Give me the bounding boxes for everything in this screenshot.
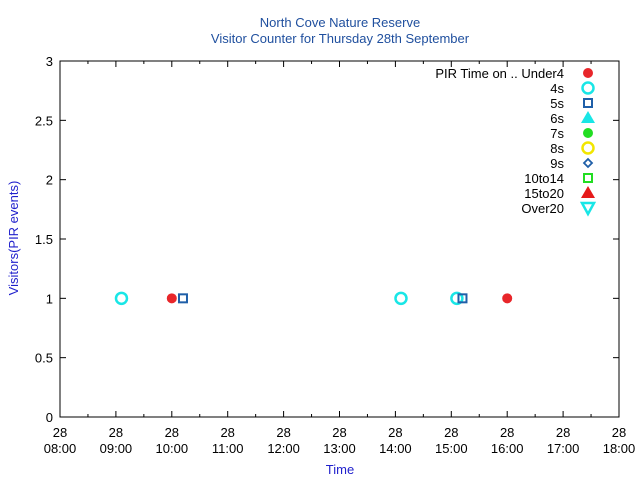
legend-marker-under4 bbox=[583, 68, 593, 78]
legend-label: 6s bbox=[550, 111, 564, 126]
y-tick-label: 1 bbox=[46, 291, 53, 306]
y-tick-label: 1.5 bbox=[35, 232, 53, 247]
x-tick-time: 18:00 bbox=[603, 441, 636, 456]
chart-title: North Cove Nature Reserve bbox=[260, 15, 420, 30]
data-point-4s bbox=[450, 291, 464, 306]
data-point-4s bbox=[114, 291, 129, 306]
legend-label: 9s bbox=[550, 156, 564, 171]
y-tick-label: 2 bbox=[46, 173, 53, 188]
x-axis-label: Time bbox=[326, 462, 354, 477]
legend-label: 7s bbox=[550, 126, 564, 141]
x-tick-time: 13:00 bbox=[323, 441, 356, 456]
x-tick-time: 11:00 bbox=[212, 441, 244, 456]
y-tick-label: 0.5 bbox=[35, 351, 53, 366]
legend-label: Over20 bbox=[521, 201, 564, 216]
axes bbox=[59, 60, 620, 418]
data-point-under4 bbox=[502, 293, 513, 304]
y-tick-label: 0 bbox=[46, 410, 53, 425]
x-tick-day: 28 bbox=[165, 425, 179, 440]
y-axis-label: Visitors(PIR events) bbox=[6, 181, 21, 296]
data-point-4s bbox=[394, 291, 408, 306]
x-tick-day: 28 bbox=[220, 425, 234, 440]
legend-marker-9s bbox=[582, 157, 594, 169]
x-tick-time: 16:00 bbox=[491, 441, 524, 456]
plot-frame bbox=[59, 60, 620, 418]
legend: PIR Time on .. Under44s5s6s7s8s9s10to141… bbox=[435, 66, 597, 217]
legend-marker-over20 bbox=[579, 201, 597, 217]
legend-marker-7s bbox=[583, 128, 593, 138]
legend-marker-4s bbox=[581, 81, 595, 95]
x-tick-day: 28 bbox=[444, 425, 458, 440]
x-tick-time: 17:00 bbox=[547, 441, 580, 456]
x-tick-day: 28 bbox=[332, 425, 346, 440]
data-point-5s bbox=[457, 293, 468, 304]
legend-label: 10to14 bbox=[524, 171, 564, 186]
tick-labels: 2808:002809:002810:002811:002812:002813:… bbox=[35, 54, 635, 456]
x-tick-day: 28 bbox=[500, 425, 514, 440]
x-tick-time: 14:00 bbox=[379, 441, 412, 456]
x-tick-day: 28 bbox=[388, 425, 402, 440]
x-tick-time: 08:00 bbox=[44, 441, 77, 456]
legend-label: PIR Time on .. Under4 bbox=[435, 66, 564, 81]
chart-subtitle: Visitor Counter for Thursday 28th Septem… bbox=[211, 31, 470, 46]
legend-marker-5s bbox=[583, 98, 593, 108]
legend-marker-15to20 bbox=[581, 186, 595, 198]
x-tick-day: 28 bbox=[109, 425, 123, 440]
x-tick-time: 12:00 bbox=[267, 441, 300, 456]
legend-label: 8s bbox=[550, 141, 564, 156]
data-points bbox=[114, 291, 513, 306]
x-tick-time: 15:00 bbox=[435, 441, 468, 456]
legend-label: 15to20 bbox=[524, 186, 564, 201]
x-tick-day: 28 bbox=[612, 425, 626, 440]
legend-label: 5s bbox=[550, 96, 564, 111]
x-tick-day: 28 bbox=[276, 425, 290, 440]
x-tick-day: 28 bbox=[556, 425, 570, 440]
x-tick-time: 09:00 bbox=[100, 441, 133, 456]
legend-marker-8s bbox=[581, 141, 595, 155]
y-tick-label: 2.5 bbox=[35, 113, 53, 128]
legend-marker-10to14 bbox=[583, 173, 593, 183]
y-tick-label: 3 bbox=[46, 54, 53, 69]
data-point-5s bbox=[177, 293, 188, 304]
legend-marker-6s bbox=[581, 111, 595, 123]
x-tick-day: 28 bbox=[53, 425, 67, 440]
legend-label: 4s bbox=[550, 81, 564, 96]
data-point-under4 bbox=[166, 293, 177, 304]
x-tick-time: 10:00 bbox=[156, 441, 189, 456]
